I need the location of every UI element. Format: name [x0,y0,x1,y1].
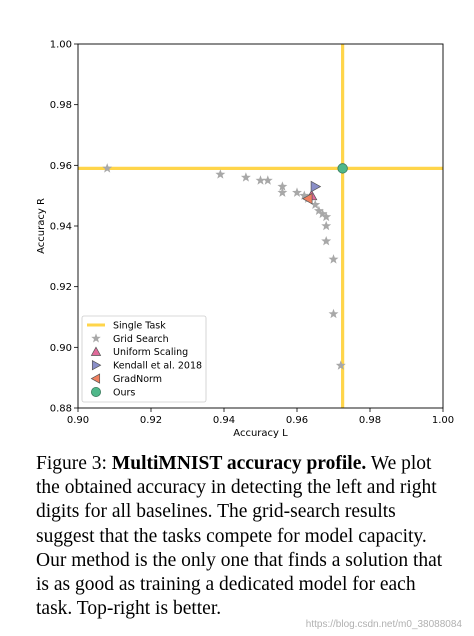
caption-title: MultiMNIST accuracy profile. [111,453,367,474]
point-grid-search-8 [299,190,310,200]
point-grid-search-13 [321,211,332,222]
point-kendall-et-al-2018-0 [310,180,322,193]
point-grid-search-17 [328,308,339,319]
point-grid-search-18 [335,360,346,370]
point-grid-search-2 [240,172,251,182]
legend-box [81,315,207,403]
legend-marker-kendall-et-al-2018 [91,360,102,371]
point-grid-search-6 [277,187,288,197]
legend-marker-grid-search [91,333,101,343]
point-grid-search-5 [277,181,288,191]
point-grid-search-7 [292,187,302,197]
legend-marker-uniform-scaling [90,346,102,356]
legend-label-ours: Ours [113,387,135,398]
scatter-chart: 0.90 0.92 0.94 0.96 0.98 1.000.880.900.920.94… [36,40,454,440]
point-grid-search-10 [310,199,321,209]
point-gradnorm-0 [302,192,313,205]
point-grid-search-4 [262,175,273,185]
legend-label-gradnorm: GradNorm [113,374,162,385]
y-tick-label-3: 0.94 [50,222,72,233]
x-tick-label-4: 0.98 [359,415,381,426]
y-tick-label-4: 0.96 [50,161,72,172]
y-tick-label-5: 0.98 [50,100,72,111]
single-task-lines [78,44,443,408]
caption-body: We plot the obtained accuracy in detecti… [36,453,443,620]
point-grid-search-11 [313,205,324,216]
y-tick-label-1: 0.90 [50,343,72,354]
legend-label-uniform-scaling: Uniform Scaling [113,347,188,358]
x-tick-label-3: 0.96 [286,415,308,426]
x-tick-label-0: 0.90 [67,415,89,426]
point-grid-search-16 [328,254,339,264]
point-grid-search-0 [102,163,113,173]
y-tick-label-0: 0.88 [50,404,72,415]
caption-figure-number: Figure 3: [36,453,107,474]
point-grid-search-12 [317,208,328,219]
point-grid-search-14 [321,220,332,231]
point-grid-search-15 [321,235,332,246]
y-tick-label-6: 1.00 [50,40,72,51]
point-ours-0 [337,163,348,174]
x-tick-label-2: 0.94 [213,415,235,426]
x-tick-label-5: 1.00 [432,415,454,426]
legend-label-single-task: Single Task [113,320,166,331]
y-tick-label-2: 0.92 [50,282,72,293]
legend-label-kendall-et-al-2018: Kendall et al. 2018 [113,361,202,372]
figure: 0.90 0.92 0.94 0.96 0.98 1.00 0.88 0.90 0.92 0.94… [36,40,454,440]
watermark-text: https://blog.csdn.net/m0_38088084 [305,619,462,630]
x-tick-label-1: 0.92 [140,415,162,426]
point-grid-search-1 [215,169,226,179]
x-axis-label: Accuracy L [233,428,288,439]
legend-marker-gradnorm [90,373,101,384]
legend-label-grid-search: Grid Search [113,334,169,345]
figure-caption: Figure 3: MultiMNIST accuracy profile. W… [36,452,456,621]
legend-marker-ours [91,386,102,397]
y-axis-label: Accuracy R [36,198,47,254]
point-grid-search-3 [255,175,266,185]
